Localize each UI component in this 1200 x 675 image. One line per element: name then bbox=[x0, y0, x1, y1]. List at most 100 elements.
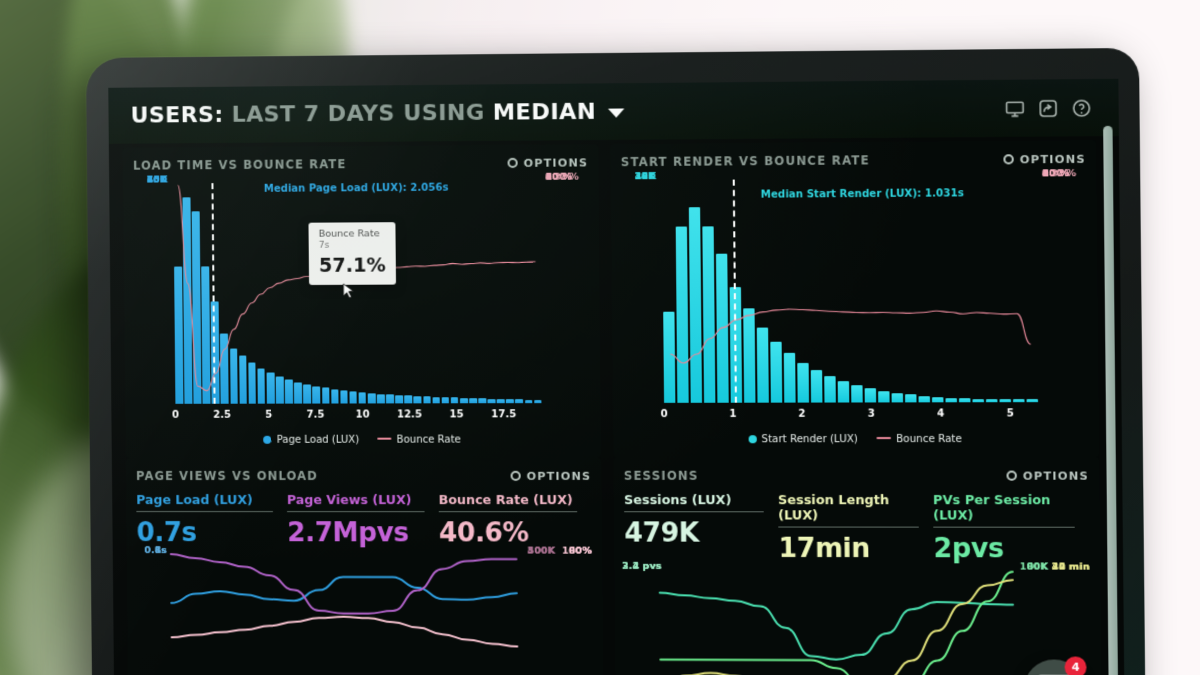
legend-dot-icon bbox=[748, 435, 757, 444]
laptop-device: USERS: LAST 7 DAYS USING MEDIAN bbox=[86, 47, 1146, 675]
options-label: OPTIONS bbox=[526, 469, 592, 483]
plot-area[interactable]: Median Start Render (LUX): 1.031s bbox=[662, 179, 1038, 403]
plot-area bbox=[660, 566, 1014, 675]
panel-header: START RENDER VS BOUNCE RATE OPTIONS bbox=[621, 149, 1086, 173]
axis-tick: 60% bbox=[568, 545, 592, 557]
axis-tick: 2 bbox=[798, 408, 806, 420]
axis-tick: 24 min bbox=[1051, 560, 1090, 573]
metric-row: Page Load (LUX) 0.7s Page Views (LUX) 2.7Mp… bbox=[136, 492, 592, 549]
options-label: OPTIONS bbox=[523, 155, 589, 170]
page-title[interactable]: USERS: LAST 7 DAYS USING MEDIAN bbox=[130, 99, 625, 128]
options-button[interactable]: OPTIONS bbox=[510, 469, 591, 482]
axis-tick: 0.6s bbox=[144, 544, 167, 556]
panel-title: START RENDER VS BOUNCE RATE bbox=[620, 153, 870, 170]
chart-page-views[interactable]: 1s 0.8s 0.6s 500K 400K 300K 100% 80% 60% bbox=[137, 550, 593, 675]
legend-label: Start Render (LUX) bbox=[761, 434, 858, 446]
axis-tick: 7.5 bbox=[306, 409, 325, 421]
metric-divider bbox=[933, 526, 1075, 528]
line-series-group bbox=[171, 550, 518, 675]
series-line bbox=[178, 183, 537, 391]
monitor-icon[interactable] bbox=[1005, 98, 1025, 118]
axis-tick: 15 bbox=[449, 409, 464, 421]
panel-page-views-vs-onload: PAGE VIEWS VS ONLOAD OPTIONS Page Load (… bbox=[125, 457, 604, 675]
share-icon[interactable] bbox=[1038, 98, 1058, 118]
metric-value: 40.6% bbox=[438, 518, 529, 549]
chart-load-time[interactable]: 0 15K 30K 45K 60K 75K 0 % 20 % 40 % 60 % 80 % 100 … bbox=[133, 171, 591, 446]
dashboard-grid: LOAD TIME VS BOUNCE RATE OPTIONS 0 15K 30K… bbox=[109, 136, 1125, 675]
tooltip-subtitle: 7s bbox=[318, 240, 330, 251]
metric-value: 2pvs bbox=[933, 533, 1004, 565]
series-line bbox=[660, 593, 1014, 660]
metric-card[interactable]: Session Length (LUX) 17min bbox=[778, 492, 934, 564]
line-series-group bbox=[660, 566, 1014, 675]
median-annotation: Median Page Load (LUX): 2.056s bbox=[263, 182, 449, 195]
metric-divider bbox=[136, 511, 273, 513]
metric-card[interactable]: Page Views (LUX) 2.7Mpvs bbox=[287, 492, 439, 548]
options-label: OPTIONS bbox=[1019, 152, 1086, 166]
chevron-down-icon[interactable] bbox=[608, 108, 625, 118]
series-line bbox=[171, 577, 517, 604]
axis-tick: 0 bbox=[660, 408, 668, 421]
gear-icon bbox=[507, 157, 518, 169]
legend-item[interactable]: Bounce Rate bbox=[876, 434, 962, 445]
axis-tick: 0 bbox=[171, 409, 180, 421]
axis-tick: 100 % bbox=[1041, 167, 1077, 180]
plot-area[interactable]: Median Page Load (LUX): 2.056s Bounce Ra… bbox=[173, 183, 541, 404]
panel-title: LOAD TIME VS BOUNCE RATE bbox=[132, 157, 347, 173]
axis-tick: 10 bbox=[355, 409, 370, 421]
axis-tick: 40K bbox=[634, 170, 656, 182]
chat-unread-badge: 4 bbox=[1064, 656, 1087, 675]
legend-dash-icon bbox=[377, 437, 392, 440]
title-range: LAST 7 DAYS bbox=[231, 100, 396, 128]
series-line bbox=[171, 616, 517, 646]
legend-dash-icon bbox=[876, 436, 891, 440]
axis-tick: 5 bbox=[1006, 408, 1014, 420]
panel-header: PAGE VIEWS VS ONLOAD OPTIONS bbox=[136, 466, 591, 486]
metric-label: Page Views (LUX) bbox=[286, 492, 412, 508]
panel-start-render-vs-bounce-rate: START RENDER VS BOUNCE RATE OPTIONS 0 8K 1… bbox=[610, 140, 1100, 458]
options-button[interactable]: OPTIONS bbox=[1006, 469, 1089, 482]
axis-tick: 3 bbox=[867, 408, 875, 420]
chart-start-render[interactable]: 0 8K 16K 24K 32K 40K 0 % 20 % 40 % 60 % 80 % 100 %… bbox=[621, 168, 1088, 446]
options-button[interactable]: OPTIONS bbox=[1003, 152, 1086, 166]
legend-item[interactable]: Start Render (LUX) bbox=[748, 434, 858, 445]
axis-tick: 2.4 pvs bbox=[621, 560, 662, 572]
panel-load-time-vs-bounce-rate: LOAD TIME VS BOUNCE RATE OPTIONS 0 15K 30K… bbox=[122, 144, 602, 458]
metric-label: Page Load (LUX) bbox=[136, 492, 253, 508]
metric-card[interactable]: Page Load (LUX) 0.7s bbox=[136, 492, 287, 548]
gear-icon bbox=[1006, 470, 1017, 481]
bounce-rate-line bbox=[662, 180, 1038, 403]
tooltip-title: Bounce Rate bbox=[318, 228, 380, 240]
legend-item[interactable]: Page Load (LUX) bbox=[263, 434, 360, 446]
metric-divider bbox=[438, 511, 578, 513]
metric-row: Sessions (LUX) 479K Session Length (LUX) 17… bbox=[624, 492, 1090, 565]
axis-tick: 100 % bbox=[545, 171, 579, 183]
metric-card[interactable]: Bounce Rate (LUX) 40.6% bbox=[439, 492, 592, 549]
mouse-cursor bbox=[342, 283, 354, 300]
axis-tick: 17.5 bbox=[491, 409, 517, 421]
gear-icon bbox=[510, 470, 521, 481]
chart-legend[interactable]: Start Render (LUX) Bounce Rate bbox=[623, 434, 1088, 446]
dashboard-screen: USERS: LAST 7 DAYS USING MEDIAN bbox=[108, 78, 1125, 675]
chart-sessions[interactable]: 4 pvs 3.2 pvs 2.4 pvs 100K 80K 60K 40 min 32 … bbox=[622, 566, 1091, 675]
chart-legend[interactable]: Page Load (LUX) Bounce Rate bbox=[136, 434, 591, 446]
panel-header: SESSIONS OPTIONS bbox=[624, 465, 1089, 486]
axis-tick: 75K bbox=[146, 173, 168, 186]
axis-tick: 60K bbox=[1026, 560, 1049, 573]
legend-label: Page Load (LUX) bbox=[276, 434, 360, 446]
panel-header: LOAD TIME VS BOUNCE RATE OPTIONS bbox=[133, 152, 588, 175]
axis-tick: 2.5 bbox=[213, 409, 232, 421]
legend-item[interactable]: Bounce Rate bbox=[377, 435, 461, 446]
title-using: USING bbox=[402, 100, 485, 126]
help-icon[interactable] bbox=[1072, 98, 1092, 118]
metric-card[interactable]: PVs Per Session (LUX) 2pvs bbox=[933, 492, 1090, 565]
tooltip-value: 57.1% bbox=[318, 253, 386, 277]
median-annotation: Median Start Render (LUX): 1.031s bbox=[760, 188, 964, 201]
options-button[interactable]: OPTIONS bbox=[507, 156, 588, 170]
metric-label: Session Length (LUX) bbox=[777, 491, 890, 523]
axis-tick: 4 bbox=[936, 408, 945, 420]
metric-card[interactable]: Sessions (LUX) 479K bbox=[624, 492, 779, 564]
dashboard-header: USERS: LAST 7 DAYS USING MEDIAN bbox=[108, 78, 1119, 144]
legend-label: Bounce Rate bbox=[396, 434, 461, 446]
legend-dot-icon bbox=[263, 435, 272, 444]
